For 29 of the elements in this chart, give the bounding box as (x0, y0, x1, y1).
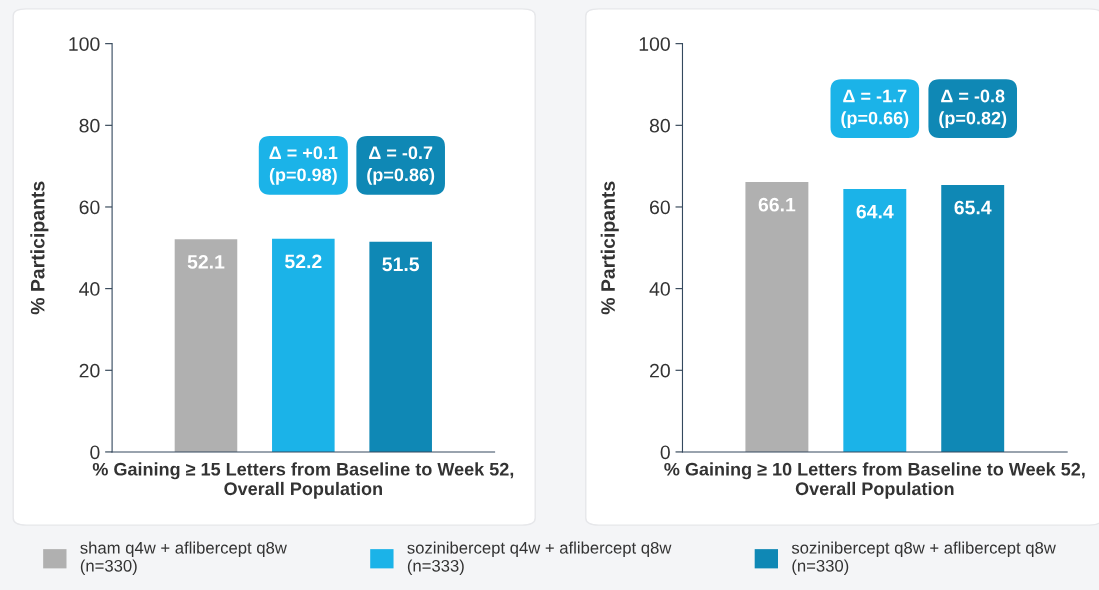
x-axis-title: % Gaining ≥ 10 Letters from Baseline to Week 52, Overall Population (664, 462, 1085, 499)
data-label: 66.1 (758, 197, 796, 212)
annotation: Δ = -0.7 (p=0.86) (367, 146, 435, 185)
y-tick-label: 20 (79, 363, 100, 378)
data-label: 51.5 (382, 257, 420, 272)
y-tick-label: 20 (650, 363, 670, 378)
data-label: 52.1 (187, 254, 225, 269)
legend-label: sham q4w + aflibercept q8w (n=330) (80, 541, 287, 575)
y-tick-label: 0 (90, 445, 100, 460)
annotation: Δ = -1.7 (p=0.66) (841, 89, 909, 129)
y-tick-label: 60 (650, 200, 670, 215)
data-label: 52.2 (285, 254, 322, 269)
y-tick-label: 100 (639, 37, 670, 51)
legend-label: sozinibercept q4w + aflibercept q8w (n=333) (407, 541, 672, 575)
y-tick-label: 40 (79, 282, 100, 296)
y-axis-title: % Participants (600, 181, 619, 315)
y-axis-title: % Participants (30, 181, 49, 315)
y-tick-label: 80 (649, 118, 670, 133)
data-label: 64.4 (856, 204, 894, 219)
legend-label: sozinibercept q8w + aflibercept q8w (n=330) (791, 541, 1056, 575)
annotation: Δ = +0.1 (p=0.98) (269, 146, 338, 185)
y-tick-label: 40 (649, 282, 670, 296)
y-tick-label: 0 (660, 445, 670, 460)
data-label: 65.4 (954, 200, 992, 215)
annotation: Δ = -0.8 (p=0.82) (939, 89, 1007, 129)
y-tick-label: 100 (69, 37, 100, 51)
y-tick-label: 80 (79, 118, 100, 133)
x-axis-title: % Gaining ≥ 15 Letters from Baseline to Week 52, Overall Population (92, 462, 514, 499)
y-tick-label: 60 (79, 200, 100, 215)
